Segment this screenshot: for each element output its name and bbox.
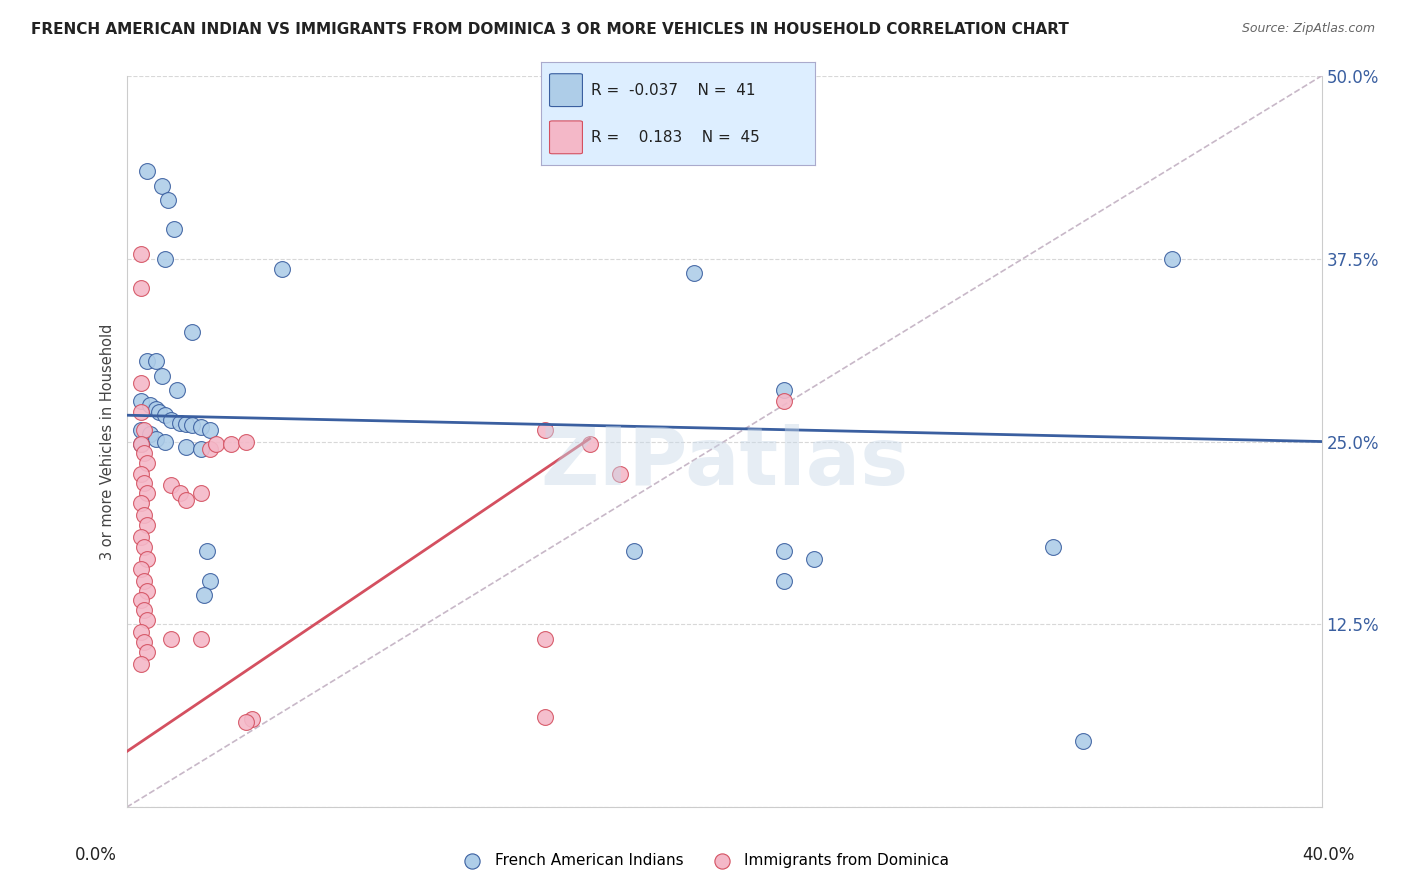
Text: FRENCH AMERICAN INDIAN VS IMMIGRANTS FROM DOMINICA 3 OR MORE VEHICLES IN HOUSEHO: FRENCH AMERICAN INDIAN VS IMMIGRANTS FRO… (31, 22, 1069, 37)
Point (163, 222, 186, 236)
Point (190, 485, 212, 500)
Point (1161, 252, 1184, 266)
Point (205, 437, 228, 451)
Point (134, 603, 156, 617)
Point (200, 574, 222, 588)
Point (131, 437, 153, 451)
Point (166, 384, 188, 398)
Point (131, 281, 153, 295)
Point (200, 442, 222, 456)
Point (131, 624, 153, 639)
Point (134, 446, 156, 460)
Point (131, 467, 153, 481)
Point (152, 178, 174, 193)
Point (160, 478, 183, 492)
Point (145, 432, 167, 446)
Point (773, 393, 796, 408)
Point (181, 418, 204, 433)
Point (174, 441, 197, 455)
Point (773, 574, 796, 588)
Point (773, 384, 796, 398)
Point (131, 437, 153, 451)
Text: 0.0%: 0.0% (75, 846, 117, 863)
Point (134, 475, 156, 490)
Point (270, 261, 294, 276)
Point (157, 193, 180, 207)
Point (195, 544, 218, 558)
Point (136, 164, 159, 178)
Point (803, 551, 825, 566)
Legend: French American Indians, Immigrants from Dominica: French American Indians, Immigrants from… (450, 847, 956, 873)
Point (131, 405, 153, 419)
Point (534, 709, 557, 723)
Point (683, 266, 706, 280)
Point (200, 423, 222, 437)
Point (578, 437, 600, 451)
Point (134, 540, 156, 554)
Point (136, 645, 159, 659)
Y-axis label: 3 or more Vehicles in Household: 3 or more Vehicles in Household (100, 324, 115, 559)
Point (1042, 540, 1064, 554)
Point (134, 423, 156, 437)
Point (169, 416, 191, 430)
FancyBboxPatch shape (550, 121, 582, 153)
Text: ZIPatlas: ZIPatlas (540, 425, 908, 502)
Point (136, 517, 159, 532)
Point (155, 252, 177, 266)
Point (534, 632, 557, 646)
Point (193, 588, 215, 602)
Text: Source: ZipAtlas.com: Source: ZipAtlas.com (1241, 22, 1375, 36)
Point (136, 551, 159, 566)
Point (609, 467, 631, 481)
Point (136, 457, 159, 471)
Point (131, 376, 153, 390)
Point (145, 402, 167, 417)
Point (139, 398, 162, 412)
Point (131, 393, 153, 408)
Point (136, 583, 159, 598)
Point (155, 434, 177, 449)
Point (136, 485, 159, 500)
Point (534, 423, 557, 437)
Point (169, 485, 191, 500)
Point (190, 442, 212, 456)
Point (134, 635, 156, 649)
Point (174, 417, 197, 431)
Point (131, 530, 153, 544)
Point (136, 613, 159, 627)
Point (181, 325, 204, 339)
Text: 40.0%: 40.0% (1302, 846, 1355, 863)
Point (139, 427, 162, 442)
Point (773, 544, 796, 558)
Point (134, 574, 156, 588)
Point (190, 632, 212, 646)
Point (131, 657, 153, 671)
Point (174, 493, 197, 508)
Point (131, 562, 153, 576)
Point (190, 420, 212, 434)
Point (235, 434, 257, 449)
Point (148, 405, 170, 419)
Point (155, 408, 177, 422)
Point (145, 354, 167, 368)
Point (131, 496, 153, 510)
Text: R =  -0.037    N =  41: R = -0.037 N = 41 (591, 83, 755, 97)
Text: R =    0.183    N =  45: R = 0.183 N = 45 (591, 130, 759, 145)
FancyBboxPatch shape (550, 74, 582, 106)
Point (160, 412, 183, 426)
Point (235, 715, 257, 730)
Point (131, 247, 153, 261)
Point (1071, 734, 1094, 748)
Point (134, 508, 156, 522)
Point (136, 354, 159, 368)
Point (160, 632, 183, 646)
Point (240, 713, 263, 727)
Point (623, 544, 645, 558)
Point (152, 368, 174, 383)
Point (131, 592, 153, 607)
Point (131, 423, 153, 437)
Point (219, 437, 242, 451)
